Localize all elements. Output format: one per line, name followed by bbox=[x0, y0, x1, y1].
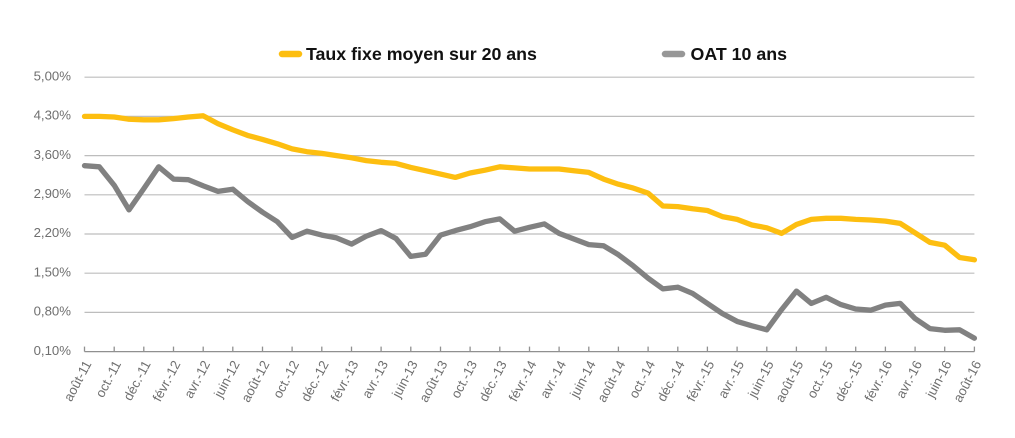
svg-text:0,80%: 0,80% bbox=[34, 304, 72, 319]
svg-text:3,60%: 3,60% bbox=[34, 147, 72, 162]
svg-text:OAT 10 ans: OAT 10 ans bbox=[691, 44, 788, 64]
svg-text:1,50%: 1,50% bbox=[34, 264, 72, 279]
svg-text:5,00%: 5,00% bbox=[34, 68, 72, 83]
svg-text:Taux fixe moyen sur 20 ans: Taux fixe moyen sur 20 ans bbox=[306, 44, 537, 64]
svg-text:2,90%: 2,90% bbox=[34, 186, 72, 201]
svg-text:2,20%: 2,20% bbox=[34, 225, 72, 240]
svg-text:4,30%: 4,30% bbox=[34, 108, 72, 123]
svg-text:0,10%: 0,10% bbox=[34, 343, 72, 358]
